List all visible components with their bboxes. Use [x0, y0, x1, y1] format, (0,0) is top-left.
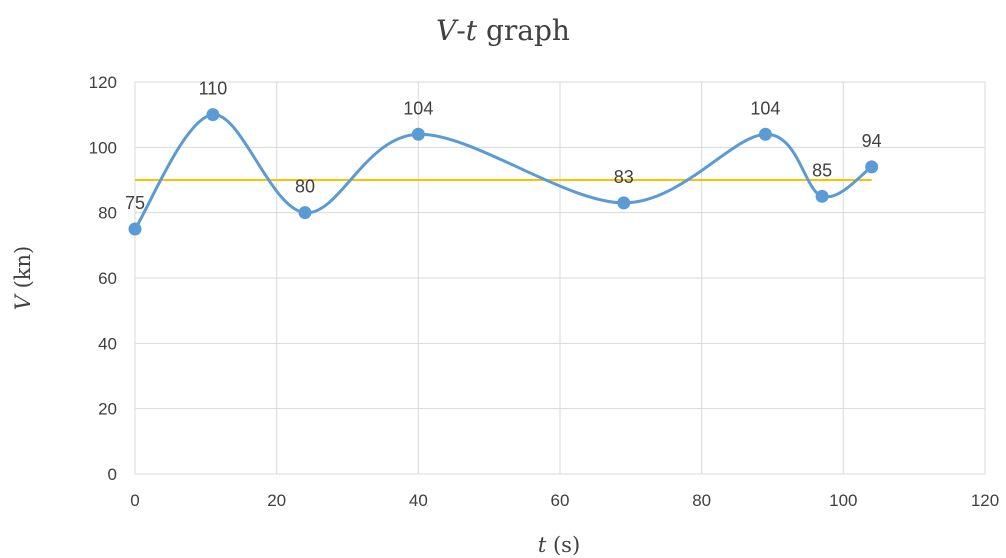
- data-point-0: [128, 222, 142, 236]
- y-tick-label-6: 120: [89, 73, 117, 92]
- data-point-3: [411, 127, 425, 141]
- y-tick-label-3: 60: [98, 269, 117, 288]
- data-label-3: 104: [403, 98, 433, 118]
- data-label-5: 104: [750, 98, 780, 118]
- data-label-2: 80: [295, 177, 315, 197]
- chart-title: V-t graph: [436, 14, 570, 47]
- tick-labels: 0 20 40 60 80 100 120 0 20 40 60 80 100 120: [89, 73, 1000, 510]
- data-label-6: 85: [812, 160, 832, 180]
- x-tick-label-1: 20: [267, 491, 286, 510]
- y-tick-label-5: 100: [89, 138, 117, 157]
- y-tick-label-4: 80: [98, 204, 117, 223]
- data-point-2: [298, 206, 312, 220]
- data-labels: 75 110 80 104 83 104 85 94: [125, 79, 882, 213]
- x-tick-label-0: 0: [130, 491, 139, 510]
- data-label-0: 75: [125, 193, 145, 213]
- x-tick-label-3: 60: [551, 491, 570, 510]
- data-point-5: [758, 127, 772, 141]
- data-point-1: [206, 108, 220, 122]
- data-point-6: [815, 189, 829, 203]
- x-tick-label-6: 120: [971, 491, 999, 510]
- series-line: [133, 113, 873, 230]
- data-label-1: 110: [199, 79, 228, 99]
- y-tick-label-0: 0: [108, 465, 117, 484]
- data-point-4: [617, 196, 631, 210]
- y-tick-label-1: 20: [98, 400, 117, 419]
- series-layer: [128, 108, 879, 236]
- data-point-7: [865, 160, 879, 174]
- y-tick-label-2: 40: [98, 334, 117, 353]
- grid-lines: [134, 81, 986, 475]
- x-tick-label-4: 80: [692, 491, 711, 510]
- data-label-4: 83: [614, 167, 634, 187]
- x-tick-label-5: 100: [829, 491, 857, 510]
- data-label-7: 94: [862, 131, 882, 151]
- y-axis-label: V (kn): [11, 246, 35, 310]
- x-tick-label-2: 40: [409, 491, 428, 510]
- x-axis-label: t (s): [538, 533, 580, 557]
